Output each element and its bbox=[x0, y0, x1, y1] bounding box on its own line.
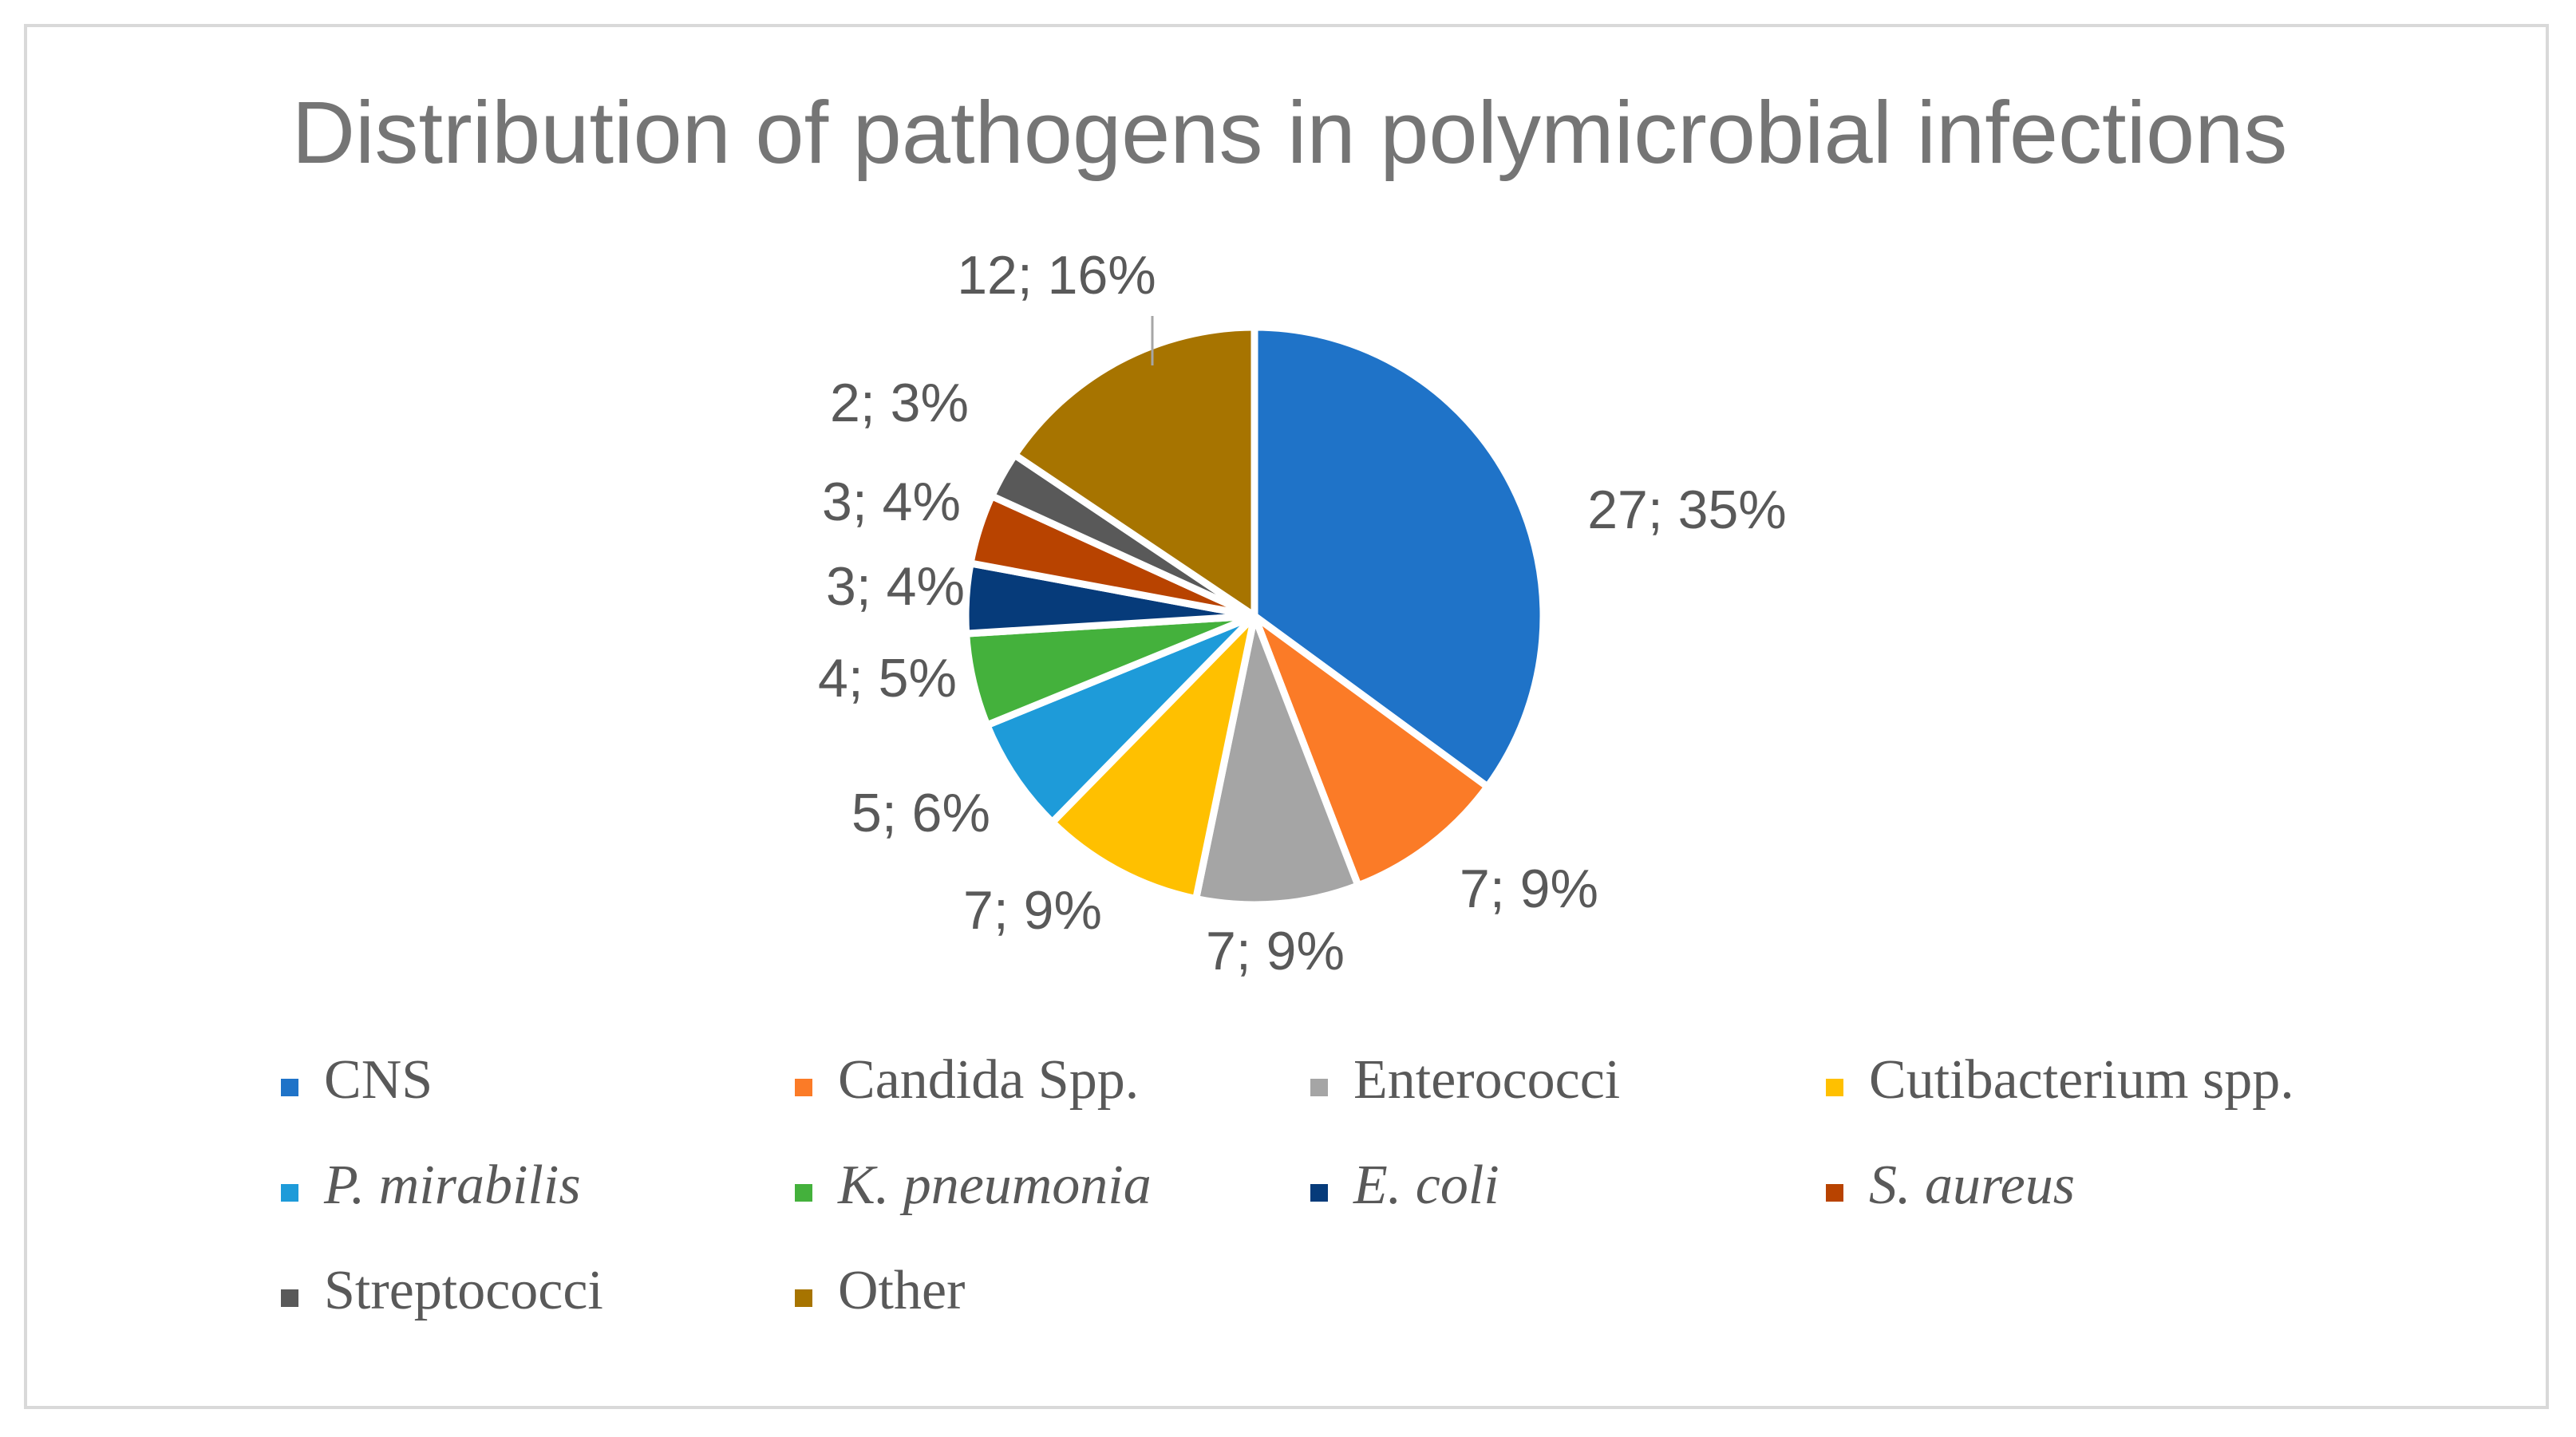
legend-item-s-aureus: S. aureus bbox=[1826, 1155, 2075, 1216]
data-label-e-coli: 3; 4% bbox=[826, 556, 965, 617]
legend-swatch-enterococci bbox=[1310, 1079, 1328, 1096]
data-label-enterococci: 7; 9% bbox=[1206, 921, 1345, 981]
legend-item-streptococci: Streptococci bbox=[281, 1260, 603, 1321]
data-label-p-mirabilis: 5; 6% bbox=[851, 783, 990, 843]
data-label-s-aureus: 3; 4% bbox=[822, 472, 961, 532]
legend-label-p-mirabilis: P. mirabilis bbox=[323, 1155, 581, 1216]
legend-swatch-cns bbox=[281, 1079, 298, 1096]
legend-label-other: Other bbox=[838, 1260, 965, 1321]
legend-swatch-streptococci bbox=[281, 1289, 298, 1307]
legend: CNS Candida Spp. Enterococci Cutibacterium … bbox=[281, 1049, 2294, 1321]
pie-slice-enterococci bbox=[1192, 612, 1362, 909]
pie-slice-cutibacterium-spp bbox=[1049, 612, 1258, 902]
legend-label-cutibacterium-spp: Cutibacterium spp. bbox=[1869, 1049, 2294, 1111]
legend-item-candida-spp: Candida Spp. bbox=[795, 1049, 1139, 1111]
legend-item-other: Other bbox=[795, 1260, 965, 1321]
pie-slice-p-mirabilis bbox=[983, 612, 1258, 827]
legend-item-k-pneumonia: K. pneumonia bbox=[795, 1155, 1152, 1216]
legend-swatch-p-mirabilis bbox=[281, 1184, 298, 1202]
data-label-other: 12; 16% bbox=[957, 245, 1156, 306]
legend-item-cns: CNS bbox=[281, 1049, 433, 1111]
legend-label-enterococci: Enterococci bbox=[1353, 1049, 1620, 1111]
legend-item-cutibacterium-spp: Cutibacterium spp. bbox=[1826, 1049, 2294, 1111]
legend-label-streptococci: Streptococci bbox=[324, 1260, 603, 1321]
legend-swatch-candida-spp bbox=[795, 1079, 812, 1096]
data-label-cutibacterium-spp: 7; 9% bbox=[963, 880, 1102, 941]
chart-title: Distribution of pathogens in polymicrobi… bbox=[292, 84, 2288, 182]
pie-slices bbox=[962, 323, 1547, 909]
legend-swatch-s-aureus bbox=[1826, 1184, 1843, 1202]
data-label-k-pneumonia: 4; 5% bbox=[818, 648, 957, 709]
legend-label-candida-spp: Candida Spp. bbox=[838, 1049, 1139, 1111]
data-label-streptococci: 2; 3% bbox=[830, 373, 969, 433]
legend-item-p-mirabilis: P. mirabilis bbox=[281, 1155, 581, 1216]
legend-swatch-e-coli bbox=[1310, 1184, 1328, 1202]
pie-slice-other bbox=[1011, 323, 1258, 620]
legend-item-e-coli: E. coli bbox=[1310, 1155, 1499, 1216]
pie-slice-candida-spp bbox=[1250, 612, 1491, 890]
legend-label-e-coli: E. coli bbox=[1353, 1155, 1499, 1216]
legend-swatch-cutibacterium-spp bbox=[1826, 1079, 1843, 1096]
legend-swatch-other bbox=[795, 1289, 812, 1307]
pie-slice-cns bbox=[1250, 323, 1547, 791]
pie-chart: Distribution of pathogens in polymicrobi… bbox=[281, 84, 2294, 1321]
chart-frame: Distribution of pathogens in polymicrobi… bbox=[24, 24, 2549, 1409]
legend-label-s-aureus: S. aureus bbox=[1869, 1155, 2075, 1216]
data-label-candida-spp: 7; 9% bbox=[1460, 859, 1598, 919]
legend-label-k-pneumonia: K. pneumonia bbox=[837, 1155, 1152, 1216]
data-label-cns: 27; 35% bbox=[1587, 480, 1787, 540]
legend-label-cns: CNS bbox=[324, 1049, 433, 1111]
data-labels: 27; 35% 7; 9% 7; 9% 7; 9% 5; 6% 4; 5% 3; 4% 3; … bbox=[818, 245, 1787, 981]
legend-swatch-k-pneumonia bbox=[795, 1184, 812, 1202]
legend-item-enterococci: Enterococci bbox=[1310, 1049, 1620, 1111]
